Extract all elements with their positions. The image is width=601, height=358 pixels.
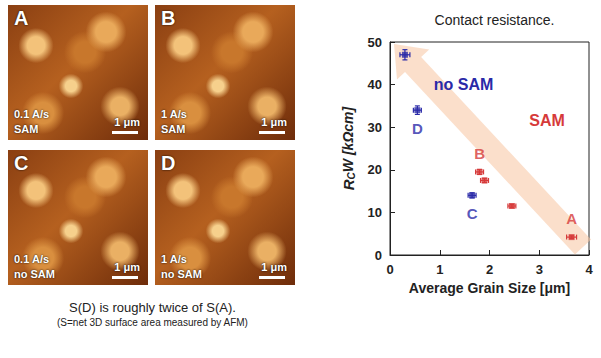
svg-text:C: C: [345, 172, 357, 180]
html-text:1 μm: 1 μm: [114, 116, 140, 128]
svg-text:B: B: [474, 145, 485, 162]
svg-text:20: 20: [368, 162, 382, 177]
svg-text:2: 2: [486, 262, 493, 277]
html-text:no SAM: no SAM: [161, 268, 202, 280]
html-text:1 μm: 1 μm: [261, 261, 287, 273]
svg-text:40: 40: [368, 77, 382, 92]
html-text:SAM: SAM: [161, 123, 186, 135]
svg-text:D: D: [412, 120, 423, 137]
svg-text:Contact resistance.: Contact resistance.: [435, 12, 555, 28]
html-text:(S=net 3D surface area measure: (S=net 3D surface area measured by AFM): [57, 317, 248, 328]
svg-text:A: A: [566, 210, 577, 227]
svg-text:R: R: [340, 179, 357, 190]
html-text:0.1 A/s: 0.1 A/s: [14, 253, 50, 265]
svg-text:SAM: SAM: [529, 112, 565, 129]
html-text:B: B: [161, 7, 176, 29]
svg-text:C: C: [467, 205, 478, 222]
html-text:1 A/s: 1 A/s: [161, 108, 187, 120]
html-text:1 A/s: 1 A/s: [161, 253, 187, 265]
html-text:C: C: [14, 152, 29, 174]
svg-text:3: 3: [536, 262, 543, 277]
html-text:no SAM: no SAM: [14, 268, 55, 280]
html-text:D: D: [161, 152, 176, 174]
svg-text:50: 50: [368, 35, 382, 50]
svg-text:1: 1: [436, 262, 443, 277]
svg-text:W [kΩcm]: W [kΩcm]: [340, 105, 356, 172]
html-text:A: A: [14, 7, 29, 29]
svg-text:Average Grain Size [μm]: Average Grain Size [μm]: [409, 280, 570, 296]
svg-text:10: 10: [368, 205, 382, 220]
svg-text:no SAM: no SAM: [434, 76, 494, 93]
html-text:1 μm: 1 μm: [261, 116, 287, 128]
svg-text:0: 0: [375, 248, 382, 263]
html-text:0.1 A/s: 0.1 A/s: [14, 108, 50, 120]
svg-text:4: 4: [585, 262, 593, 277]
svg-text:30: 30: [368, 120, 382, 135]
html-text:1 μm: 1 μm: [114, 261, 140, 273]
html-text:SAM: SAM: [14, 123, 39, 135]
svg-text:0: 0: [386, 262, 393, 277]
html-text:S(D) is roughly twice of S(A).: S(D) is roughly twice of S(A).: [69, 300, 236, 315]
